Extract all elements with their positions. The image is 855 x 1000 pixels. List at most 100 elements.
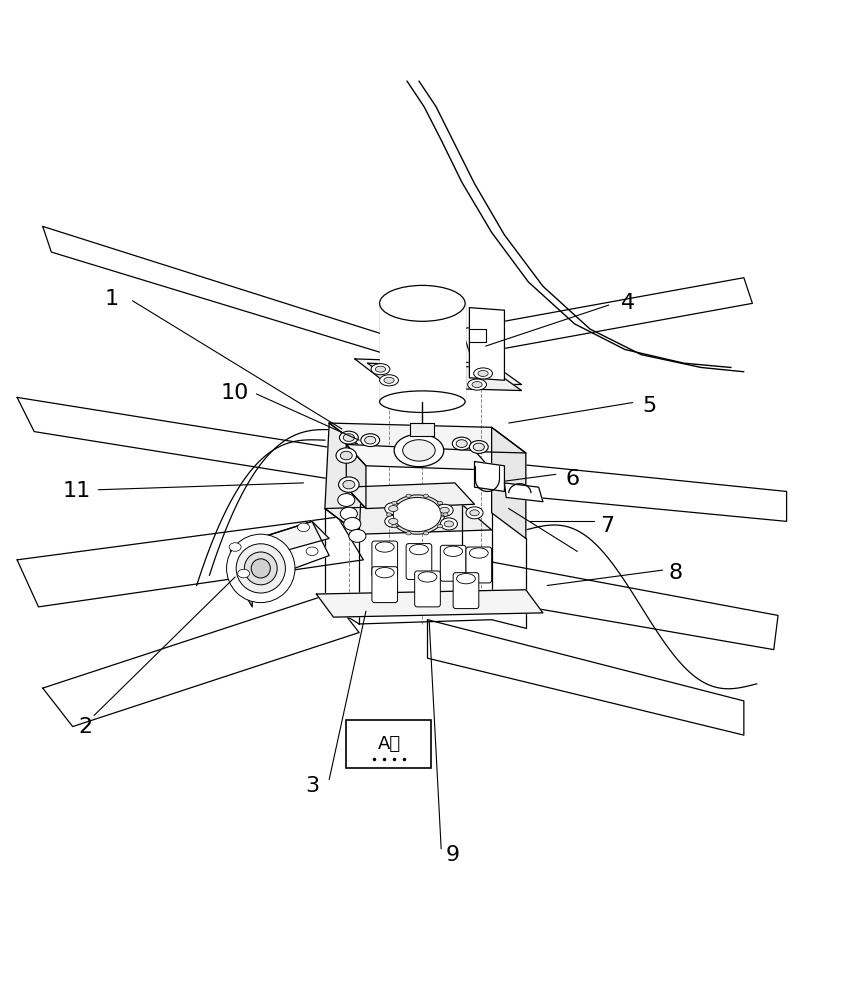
Ellipse shape: [393, 497, 441, 532]
Polygon shape: [355, 359, 522, 385]
Ellipse shape: [298, 523, 310, 532]
Text: 7: 7: [600, 516, 614, 536]
Ellipse shape: [388, 518, 398, 524]
Polygon shape: [325, 423, 363, 534]
Ellipse shape: [468, 379, 486, 390]
Text: 10: 10: [221, 383, 250, 403]
Ellipse shape: [349, 529, 366, 542]
Ellipse shape: [438, 501, 443, 505]
Ellipse shape: [336, 448, 357, 463]
Polygon shape: [17, 517, 363, 607]
Text: 4: 4: [622, 293, 635, 313]
Polygon shape: [504, 483, 543, 502]
Ellipse shape: [227, 534, 295, 603]
Ellipse shape: [344, 518, 361, 530]
FancyBboxPatch shape: [406, 544, 432, 580]
Polygon shape: [43, 226, 402, 359]
Ellipse shape: [380, 285, 465, 321]
Ellipse shape: [338, 494, 355, 506]
Ellipse shape: [245, 552, 277, 585]
Ellipse shape: [440, 518, 457, 530]
Polygon shape: [231, 521, 329, 584]
Ellipse shape: [380, 391, 465, 412]
Polygon shape: [325, 504, 492, 534]
Text: 11: 11: [62, 481, 91, 501]
Ellipse shape: [375, 568, 394, 578]
Ellipse shape: [340, 451, 352, 460]
Ellipse shape: [390, 495, 445, 534]
Ellipse shape: [375, 542, 394, 552]
Polygon shape: [43, 594, 359, 727]
Polygon shape: [428, 620, 744, 735]
Ellipse shape: [472, 382, 482, 388]
Ellipse shape: [410, 544, 428, 555]
Ellipse shape: [406, 494, 411, 498]
Ellipse shape: [364, 436, 375, 444]
Ellipse shape: [340, 507, 357, 520]
Ellipse shape: [440, 507, 450, 513]
Ellipse shape: [385, 503, 402, 515]
FancyBboxPatch shape: [372, 567, 398, 603]
Ellipse shape: [306, 547, 318, 556]
Polygon shape: [368, 363, 522, 391]
Ellipse shape: [403, 440, 435, 461]
Ellipse shape: [375, 366, 386, 372]
Polygon shape: [346, 444, 492, 470]
Polygon shape: [346, 444, 366, 509]
Ellipse shape: [339, 431, 358, 444]
Polygon shape: [346, 483, 475, 509]
Ellipse shape: [384, 377, 394, 383]
Ellipse shape: [236, 544, 286, 593]
Ellipse shape: [478, 370, 488, 376]
Ellipse shape: [229, 543, 241, 551]
Ellipse shape: [443, 513, 448, 516]
Ellipse shape: [386, 513, 392, 516]
FancyBboxPatch shape: [466, 547, 492, 583]
Text: 1: 1: [104, 289, 118, 309]
Ellipse shape: [423, 494, 428, 498]
Text: 8: 8: [669, 563, 682, 583]
Ellipse shape: [474, 443, 484, 451]
Ellipse shape: [466, 507, 483, 519]
Polygon shape: [231, 547, 252, 607]
Text: 3: 3: [305, 776, 319, 796]
Ellipse shape: [444, 546, 463, 556]
Polygon shape: [492, 427, 526, 538]
Text: 2: 2: [79, 717, 92, 737]
Polygon shape: [410, 423, 434, 436]
FancyBboxPatch shape: [346, 720, 431, 768]
Polygon shape: [462, 278, 752, 355]
Ellipse shape: [470, 510, 479, 516]
Polygon shape: [492, 462, 787, 521]
Text: 6: 6: [566, 469, 580, 489]
Ellipse shape: [452, 437, 471, 450]
Polygon shape: [380, 303, 465, 402]
Text: A点: A点: [377, 735, 401, 753]
Ellipse shape: [343, 480, 355, 489]
Polygon shape: [453, 556, 778, 650]
FancyBboxPatch shape: [415, 571, 440, 607]
Polygon shape: [475, 462, 504, 491]
Ellipse shape: [343, 434, 354, 441]
Ellipse shape: [251, 559, 270, 578]
Ellipse shape: [423, 532, 428, 535]
Ellipse shape: [469, 441, 488, 453]
FancyBboxPatch shape: [372, 541, 398, 577]
FancyBboxPatch shape: [440, 545, 466, 581]
Text: 9: 9: [446, 845, 460, 865]
Polygon shape: [231, 521, 329, 566]
Ellipse shape: [371, 364, 390, 375]
Ellipse shape: [388, 506, 398, 512]
Ellipse shape: [436, 504, 453, 516]
Ellipse shape: [474, 368, 492, 379]
Polygon shape: [329, 423, 526, 453]
Ellipse shape: [380, 375, 398, 386]
Ellipse shape: [392, 501, 397, 505]
Polygon shape: [316, 590, 543, 617]
Ellipse shape: [457, 574, 475, 584]
Polygon shape: [17, 397, 355, 483]
Text: 5: 5: [643, 396, 657, 416]
Ellipse shape: [385, 515, 402, 527]
Ellipse shape: [469, 548, 488, 558]
Ellipse shape: [394, 434, 444, 467]
